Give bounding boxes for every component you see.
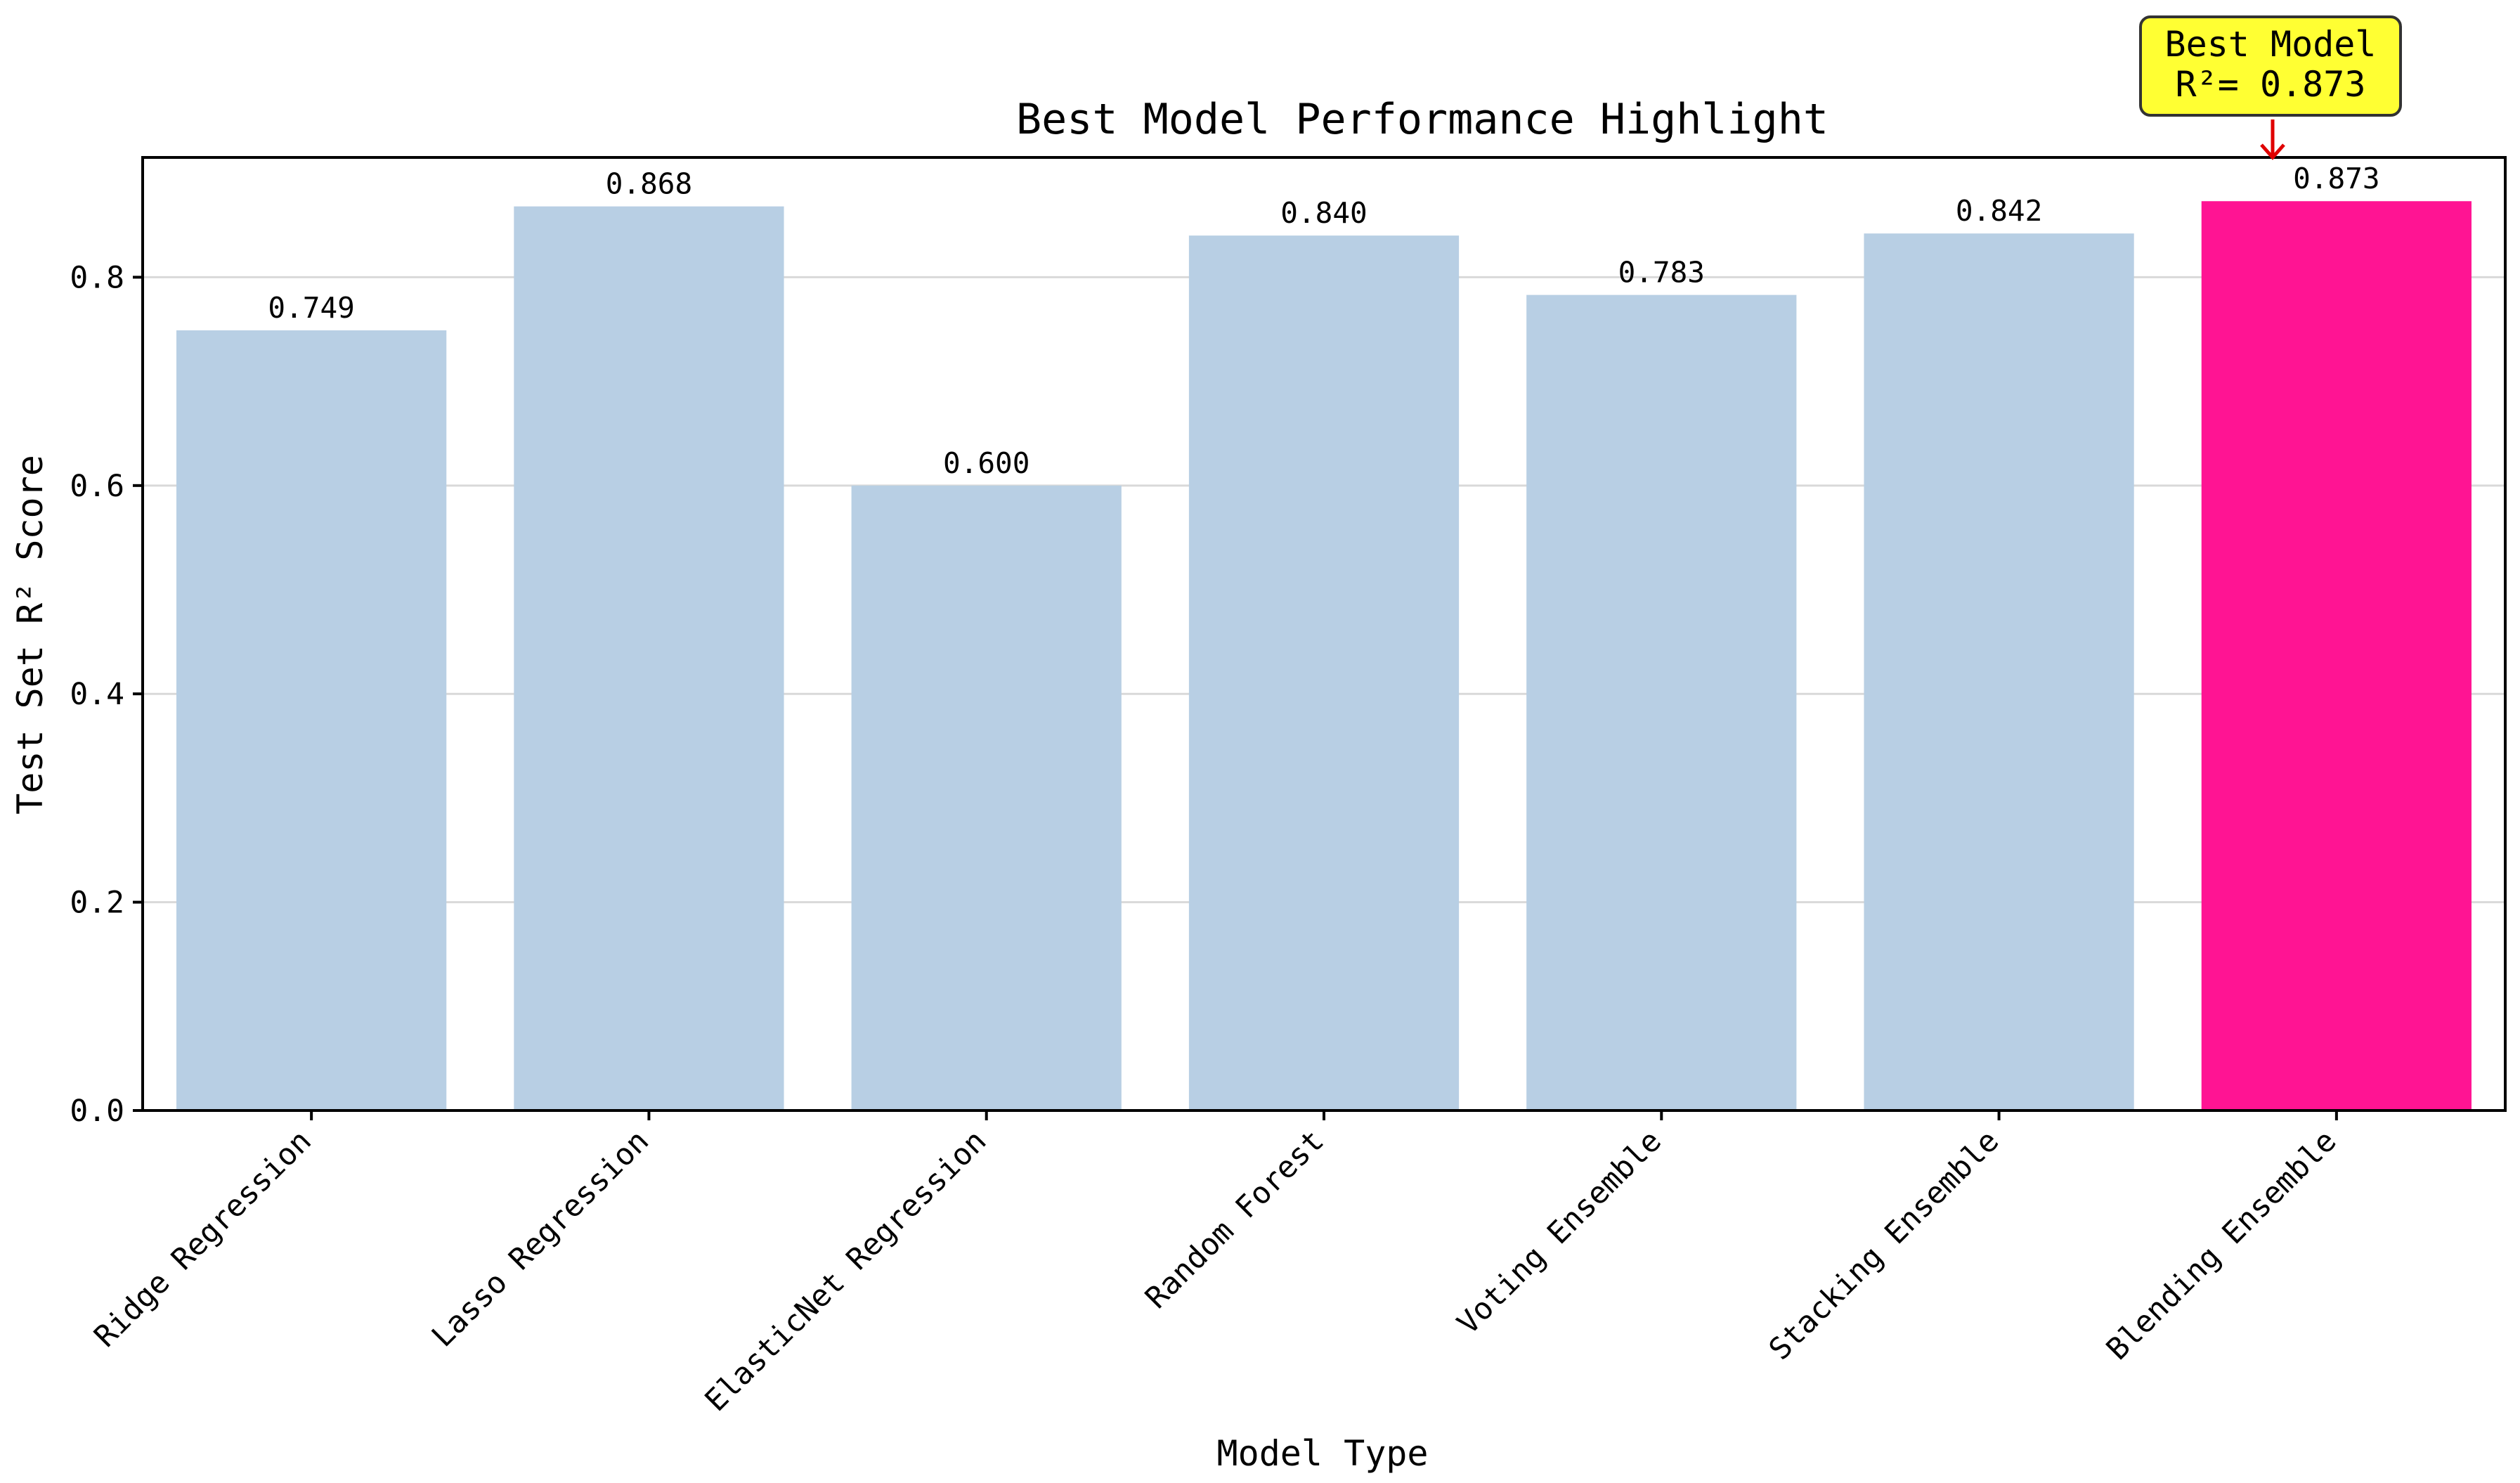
y-tick-label: 0.4 <box>70 677 124 712</box>
x-tick-label: Voting Ensemble <box>1450 1123 1668 1341</box>
data-label: 0.873 <box>2293 162 2379 195</box>
annotation-arrow-head <box>2260 143 2285 160</box>
bar-stacking-ensemble <box>1864 233 2134 1110</box>
x-tick-label: Stacking Ensemble <box>1762 1123 2006 1367</box>
x-tick-label: Blending Ensemble <box>2100 1123 2344 1367</box>
annotation-line-1: Best Model <box>2164 24 2376 65</box>
bar-blending-ensemble <box>2201 201 2472 1110</box>
y-tick-label: 0.2 <box>70 886 124 921</box>
data-label: 0.842 <box>1956 194 2042 228</box>
data-label: 0.840 <box>1280 196 1367 230</box>
bar-ridge-regression <box>176 330 447 1110</box>
x-axis-ticks: Ridge Regression Lasso Regression ElasticN… <box>88 1110 2344 1418</box>
annotation-line-2: R²= 0.873 <box>2176 64 2366 105</box>
bar-random-forest <box>1188 235 1460 1110</box>
data-label: 0.783 <box>1618 256 1705 290</box>
data-labels: 0.749 0.868 0.600 0.840 0.783 0.842 0.873 <box>268 162 2379 480</box>
bars <box>176 201 2472 1111</box>
chart-title: Best Model Performance Highlight <box>1016 95 1829 144</box>
y-axis-label: Test Set R² Score <box>10 455 51 815</box>
data-label: 0.749 <box>268 291 354 325</box>
x-tick-label: Ridge Regression <box>88 1123 318 1354</box>
bar-lasso-regression <box>514 206 784 1110</box>
bar-elasticnet-regression <box>851 485 1122 1110</box>
x-axis-label: Model Type <box>1216 1433 1428 1474</box>
data-label: 0.868 <box>606 167 692 201</box>
y-tick-label: 0.0 <box>70 1094 124 1129</box>
y-axis-ticks: 0.0 0.2 0.4 0.6 0.8 <box>70 260 143 1129</box>
data-label: 0.600 <box>943 446 1030 480</box>
y-tick-label: 0.6 <box>70 469 124 504</box>
x-tick-label: ElasticNet Regression <box>699 1123 994 1418</box>
y-tick-label: 0.8 <box>70 260 124 295</box>
x-tick-label: Lasso Regression <box>425 1123 656 1354</box>
best-model-annotation: Best Model R²= 0.873 <box>2139 15 2402 160</box>
bar-voting-ensemble <box>1526 294 1797 1111</box>
x-tick-label: Random Forest <box>1138 1123 1330 1315</box>
annotation-box <box>2139 15 2402 117</box>
